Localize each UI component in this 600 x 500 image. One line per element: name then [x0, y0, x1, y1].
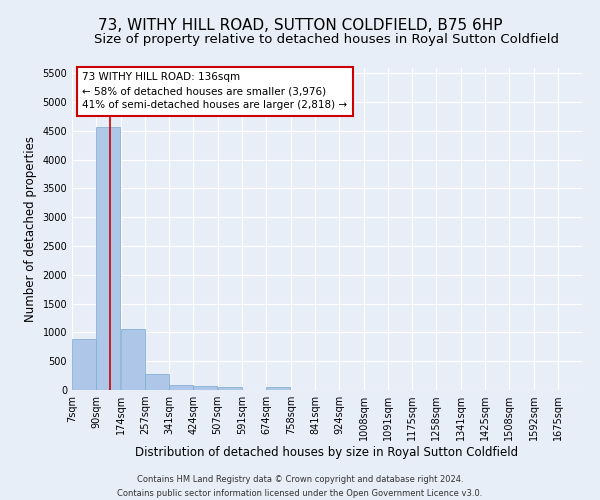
Bar — [72, 340, 96, 390]
Text: 73, WITHY HILL ROAD, SUTTON COLDFIELD, B75 6HP: 73, WITHY HILL ROAD, SUTTON COLDFIELD, B… — [98, 18, 502, 32]
Text: Contains HM Land Registry data © Crown copyright and database right 2024.
Contai: Contains HM Land Registry data © Crown c… — [118, 476, 482, 498]
Bar — [169, 385, 193, 390]
Bar — [121, 329, 145, 390]
Text: 73 WITHY HILL ROAD: 136sqm
← 58% of detached houses are smaller (3,976)
41% of s: 73 WITHY HILL ROAD: 136sqm ← 58% of deta… — [82, 72, 347, 110]
Title: Size of property relative to detached houses in Royal Sutton Coldfield: Size of property relative to detached ho… — [95, 32, 560, 46]
Bar — [145, 374, 169, 390]
Bar — [218, 387, 242, 390]
Bar — [96, 128, 120, 390]
Bar — [193, 386, 217, 390]
Bar — [266, 387, 290, 390]
Y-axis label: Number of detached properties: Number of detached properties — [24, 136, 37, 322]
X-axis label: Distribution of detached houses by size in Royal Sutton Coldfield: Distribution of detached houses by size … — [136, 446, 518, 459]
